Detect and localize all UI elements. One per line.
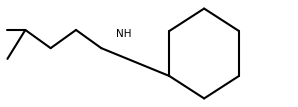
Text: NH: NH	[116, 29, 131, 39]
